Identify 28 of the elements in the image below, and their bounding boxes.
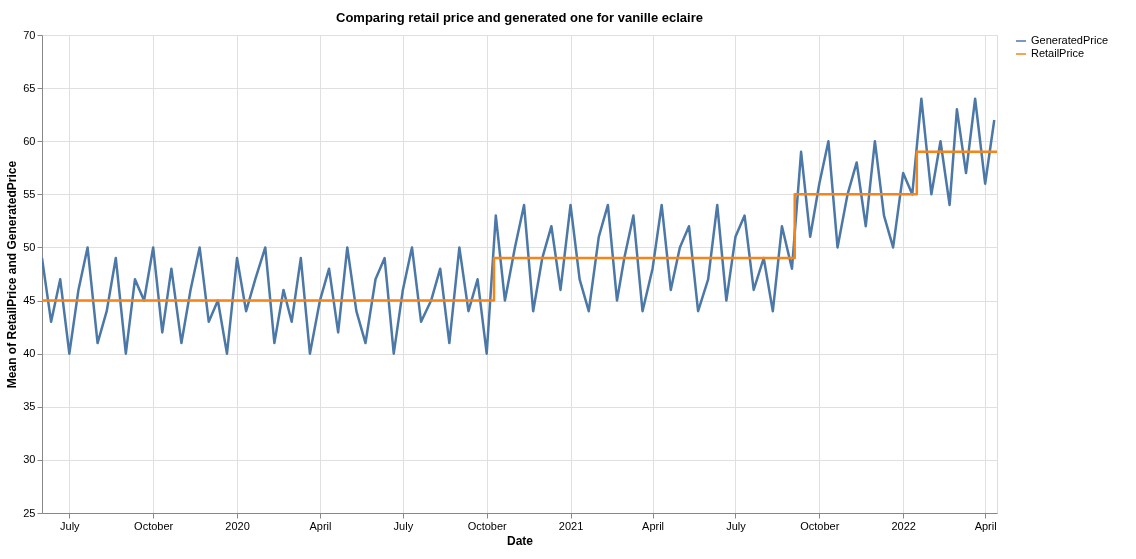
y-tick-label: 30 (23, 453, 36, 466)
x-tick-label: October (467, 519, 508, 532)
x-tick-label: July (393, 519, 414, 532)
x-axis-title: Date (506, 533, 534, 548)
y-tick-label: 55 (23, 187, 36, 200)
x-tick-label: 2020 (225, 519, 250, 532)
y-tick-label: 45 (23, 294, 36, 307)
y-axis-title: Mean of RetailPrice and GeneratedPrice (5, 160, 20, 389)
legend-label: GeneratedPrice (1031, 34, 1109, 46)
chart-title: Comparing retail price and generated one for vanille eclaire (335, 10, 704, 25)
y-tick-label: 70 (23, 28, 36, 41)
x-tick-label: April (642, 519, 665, 532)
line-series (42, 97, 996, 355)
y-tick-label: 25 (23, 506, 36, 519)
x-tick-label: July (726, 519, 747, 532)
x-tick-label: October (800, 519, 840, 532)
legend-label: RetailPrice (1031, 47, 1085, 59)
y-tick-label: 60 (23, 134, 36, 147)
x-tick-label: 2021 (558, 519, 584, 532)
x-tick-label: April (309, 519, 332, 532)
x-tick-label: July (60, 519, 81, 532)
y-tick-label: 40 (23, 347, 36, 360)
x-tick-label: April (974, 519, 997, 532)
y-tick-label: 35 (23, 400, 36, 413)
y-tick-label: 50 (23, 240, 36, 253)
x-tick-label: October (134, 519, 174, 532)
x-tick-label: 2022 (891, 519, 916, 532)
y-tick-label: 65 (23, 81, 36, 94)
